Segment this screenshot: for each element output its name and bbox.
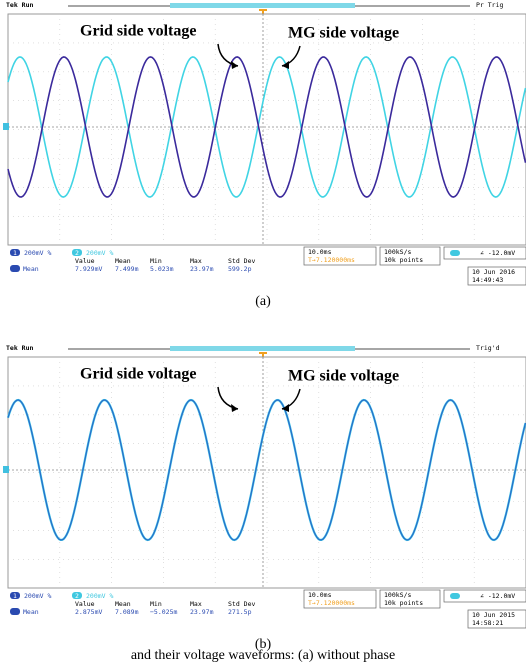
ch2-label: 2 (75, 249, 79, 257)
ground-marker (3, 466, 9, 473)
ch1-label: 1 (13, 592, 17, 600)
measure-value: 7.089m (115, 608, 139, 616)
measure-badge (10, 265, 20, 272)
caption: (a) (255, 294, 271, 309)
run-status: Tek Run (6, 1, 33, 9)
measure-value: 5.023m (150, 265, 174, 273)
measure-value: −5.025m (150, 608, 177, 616)
annotation: Grid side voltage (80, 366, 196, 383)
time: 14:49:43 (472, 276, 503, 284)
trigger-badge (450, 593, 460, 599)
measure-value: 2.875mV (75, 608, 102, 616)
measure-badge (10, 608, 20, 615)
measure-value: 23.97m (190, 265, 214, 273)
record-window (170, 346, 355, 351)
measure-value: 23.97m (190, 608, 214, 616)
timebase: 10.0ms (308, 248, 332, 256)
measure-header: Min (150, 600, 162, 608)
ground-marker (3, 123, 9, 130)
timebase: 10.0ms (308, 591, 332, 599)
measure-header: Value (75, 257, 95, 265)
caption: (b) (255, 637, 272, 652)
date: 10 Jun 2016 (472, 268, 515, 276)
ch1-scale: 200mV % (24, 249, 51, 257)
record-window (170, 3, 355, 8)
measure-header: Std Dev (228, 257, 255, 265)
record-length: 10k points (384, 599, 423, 607)
time: 14:58:21 (472, 619, 503, 627)
trigger-level: ∠ -12.0mV (480, 249, 515, 257)
measure-label: Mean (23, 265, 39, 273)
sample-rate: 100kS/s (384, 591, 411, 599)
trigger-badge (450, 250, 460, 256)
annotation: MG side voltage (288, 368, 399, 385)
measure-header: Value (75, 600, 95, 608)
date: 10 Jun 2015 (472, 611, 515, 619)
trigger-position: T→7.120000ms (308, 256, 355, 264)
measure-value: 599.2p (228, 265, 252, 273)
measure-value: 7.929mV (75, 265, 102, 273)
measure-header: Max (190, 257, 202, 265)
sample-rate: 100kS/s (384, 248, 411, 256)
trigger-state: Pr Trig (476, 1, 503, 9)
ch1-label: 1 (13, 249, 17, 257)
measure-header: Min (150, 257, 162, 265)
figure: and their voltage waveforms: (a) without… (0, 0, 526, 663)
measure-value: 7.499m (115, 265, 139, 273)
measure-header: Std Dev (228, 600, 255, 608)
measure-header: Mean (115, 257, 131, 265)
ch1-scale: 200mV % (24, 592, 51, 600)
run-status: Tek Run (6, 344, 33, 352)
ch2-scale: 200mV % (86, 249, 113, 257)
ch2-label: 2 (75, 592, 79, 600)
measure-value: 271.5p (228, 608, 252, 616)
ch2-scale: 200mV % (86, 592, 113, 600)
measure-label: Mean (23, 608, 39, 616)
trigger-state: Trig'd (476, 344, 500, 352)
trigger-position: T→7.120000ms (308, 599, 355, 607)
annotation: MG side voltage (288, 25, 399, 42)
measure-header: Mean (115, 600, 131, 608)
annotation: Grid side voltage (80, 23, 196, 40)
record-length: 10k points (384, 256, 423, 264)
measure-header: Max (190, 600, 202, 608)
trigger-level: ∠ -12.0mV (480, 592, 515, 600)
